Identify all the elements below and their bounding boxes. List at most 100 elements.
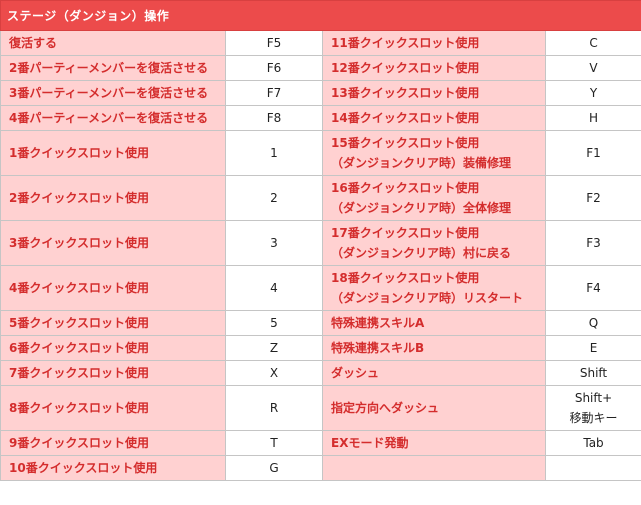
action-label-cell: 10番クイックスロット使用 <box>0 455 226 481</box>
key-label: 4 <box>270 281 278 295</box>
key-label: F3 <box>586 236 601 250</box>
action-label-cell: 18番クイックスロット使用 （ダンジョンクリア時）リスタート <box>322 265 546 311</box>
action-label-cell: 11番クイックスロット使用 <box>322 30 546 56</box>
action-label: 9番クイックスロット使用 <box>9 436 149 450</box>
action-label-cell: 復活する <box>0 30 226 56</box>
key-label-cell: F3 <box>544 220 641 266</box>
key-label-cell: F1 <box>544 130 641 176</box>
key-label: F5 <box>266 36 282 50</box>
key-label-cell: C <box>544 30 641 56</box>
table-row: 2番クイックスロット使用 2 16番クイックスロット使用 （ダンジョンクリア時）全体修… <box>0 175 641 221</box>
key-label-cell: Tab <box>544 430 641 456</box>
key-label: F7 <box>266 86 282 100</box>
key-label: 1 <box>270 146 278 160</box>
action-label-cell: 3番パーティーメンバーを復活させる <box>0 80 226 106</box>
action-label: 復活する <box>9 36 58 50</box>
key-label-cell: T <box>225 430 323 456</box>
action-label-cell: 14番クイックスロット使用 <box>322 105 546 131</box>
key-label-cell: 4 <box>225 265 323 311</box>
table-row: 4番パーティーメンバーを復活させる F8 14番クイックスロット使用 H <box>0 105 641 131</box>
action-label-cell: 4番パーティーメンバーを復活させる <box>0 105 226 131</box>
action-label: 特殊連携スキルA <box>331 316 425 330</box>
action-label-cell: 12番クイックスロット使用 <box>322 55 546 81</box>
key-label-cell: V <box>544 55 641 81</box>
key-label: Z <box>269 341 279 355</box>
key-label-cell: 5 <box>225 310 323 336</box>
key-label: 2 <box>270 191 278 205</box>
action-label-cell: 指定方向へダッシュ <box>322 385 546 431</box>
action-label: （ダンジョンクリア時）装備修理 <box>331 156 512 170</box>
action-label-cell: 9番クイックスロット使用 <box>0 430 226 456</box>
key-label: F4 <box>586 281 601 295</box>
key-label: G <box>269 461 279 475</box>
key-label-cell: X <box>225 360 323 386</box>
key-label-cell: Shift <box>544 360 641 386</box>
table-row: 7番クイックスロット使用 X ダッシュ Shift <box>0 360 641 386</box>
action-label: 4番クイックスロット使用 <box>9 281 149 295</box>
key-label-cell: Y <box>544 80 641 106</box>
key-label: F8 <box>266 111 282 125</box>
key-label: R <box>269 401 279 415</box>
table-row: 1番クイックスロット使用 1 15番クイックスロット使用 （ダンジョンクリア時）装備修… <box>0 130 641 176</box>
key-label-cell: R <box>225 385 323 431</box>
action-label-cell: 1番クイックスロット使用 <box>0 130 226 176</box>
table-row: 3番パーティーメンバーを復活させる F7 13番クイックスロット使用 Y <box>0 80 641 106</box>
action-label: （ダンジョンクリア時）村に戻る <box>331 246 512 260</box>
action-label: 13番クイックスロット使用 <box>331 86 480 100</box>
key-label: Tab <box>583 436 604 450</box>
key-label: Y <box>589 86 598 100</box>
key-label-cell: F4 <box>544 265 641 311</box>
key-label-cell: F6 <box>225 55 323 81</box>
action-label: 14番クイックスロット使用 <box>331 111 480 125</box>
action-label: 8番クイックスロット使用 <box>9 401 149 415</box>
table-row: 10番クイックスロット使用 G <box>0 455 641 481</box>
action-label: ダッシュ <box>331 366 380 380</box>
action-label: 15番クイックスロット使用 <box>331 136 480 150</box>
action-label: 16番クイックスロット使用 <box>331 181 480 195</box>
key-label: H <box>588 111 599 125</box>
action-label: 7番クイックスロット使用 <box>9 366 149 380</box>
action-label: 11番クイックスロット使用 <box>331 36 480 50</box>
key-label: F6 <box>266 61 282 75</box>
key-label-cell: F5 <box>225 30 323 56</box>
key-label: F2 <box>586 191 601 205</box>
action-label-cell: 13番クイックスロット使用 <box>322 80 546 106</box>
key-label-cell: 3 <box>225 220 323 266</box>
controls-table: ステージ（ダンジョン）操作 復活する F5 11番クイックスロット使用 C 2番パーティ… <box>0 0 641 481</box>
action-label-cell: EXモード発動 <box>322 430 546 456</box>
key-label-cell: G <box>225 455 323 481</box>
action-label-cell: 3番クイックスロット使用 <box>0 220 226 266</box>
action-label: 5番クイックスロット使用 <box>9 316 149 330</box>
action-label-cell: 16番クイックスロット使用 （ダンジョンクリア時）全体修理 <box>322 175 546 221</box>
table-row: 6番クイックスロット使用 Z 特殊連携スキルB E <box>0 335 641 361</box>
action-label-cell: 2番パーティーメンバーを復活させる <box>0 55 226 81</box>
table-row: 5番クイックスロット使用 5 特殊連携スキルA Q <box>0 310 641 336</box>
action-label: 1番クイックスロット使用 <box>9 146 149 160</box>
key-label-cell: F2 <box>544 175 641 221</box>
action-label-cell: 5番クイックスロット使用 <box>0 310 226 336</box>
key-label-cell: H <box>544 105 641 131</box>
action-label-cell: 17番クイックスロット使用 （ダンジョンクリア時）村に戻る <box>322 220 546 266</box>
table-row: 4番クイックスロット使用 4 18番クイックスロット使用 （ダンジョンクリア時）リスタ… <box>0 265 641 311</box>
action-label: 特殊連携スキルB <box>331 341 425 355</box>
action-label: 指定方向へダッシュ <box>331 401 440 415</box>
key-label: F1 <box>586 146 601 160</box>
key-label-cell: Z <box>225 335 323 361</box>
key-label: V <box>589 61 598 75</box>
action-label: 17番クイックスロット使用 <box>331 226 480 240</box>
key-label-cell: Shift+ 移動キー <box>544 385 641 431</box>
action-label-cell: 7番クイックスロット使用 <box>0 360 226 386</box>
action-label: 10番クイックスロット使用 <box>9 461 158 475</box>
key-label-cell <box>544 455 641 481</box>
action-label: 2番クイックスロット使用 <box>9 191 149 205</box>
action-label-cell: 2番クイックスロット使用 <box>0 175 226 221</box>
key-label-cell: 1 <box>225 130 323 176</box>
table-row: 8番クイックスロット使用 R 指定方向へダッシュ Shift+ 移動キー <box>0 385 641 431</box>
action-label-cell: 特殊連携スキルA <box>322 310 546 336</box>
key-label-cell: 2 <box>225 175 323 221</box>
key-label: E <box>589 341 598 355</box>
key-label: Shift <box>579 366 608 380</box>
action-label: 2番パーティーメンバーを復活させる <box>9 61 209 75</box>
action-label: 3番クイックスロット使用 <box>9 236 149 250</box>
key-label-cell: Q <box>544 310 641 336</box>
